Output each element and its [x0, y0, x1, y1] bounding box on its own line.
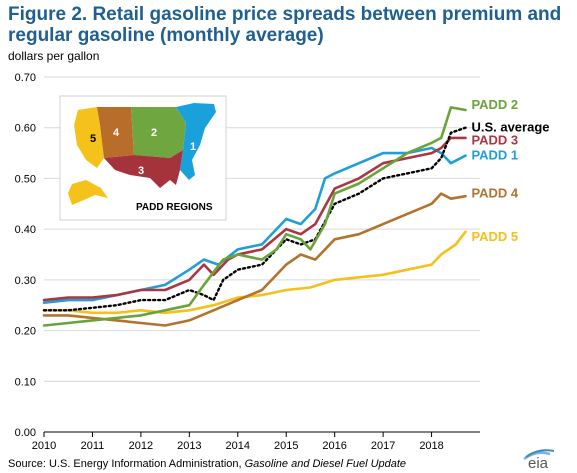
eia-logo-swoosh-icon [523, 451, 551, 461]
alaska-region [68, 180, 108, 205]
padd1-region [176, 103, 216, 180]
series-label-padd-3: PADD 3 [471, 132, 518, 147]
series-label-padd-4: PADD 4 [471, 186, 518, 201]
padd-map-inset: 5 4 2 3 1 PADD REGIONS [59, 95, 227, 221]
series-line-padd-2 [42, 106, 467, 327]
padd5-region [74, 107, 104, 168]
y-tick-label: 0.20 [15, 326, 36, 338]
map-label-1: 1 [190, 141, 196, 153]
x-tick-label: 2018 [419, 440, 443, 452]
y-tick-label: 0.00 [15, 427, 36, 439]
y-tick-label: 0.30 [15, 275, 36, 287]
chart-title: Figure 2. Retail gasoline price spreads … [8, 4, 562, 46]
x-tick-label: 2017 [371, 440, 395, 452]
x-tick-label: 2014 [226, 440, 250, 452]
series-label-u-s-average: U.S. average [471, 120, 549, 135]
map-title: PADD REGIONS [136, 202, 213, 213]
series-label-padd-5: PADD 5 [471, 229, 518, 244]
x-tick-label: 2011 [81, 440, 105, 452]
x-tick-label: 2010 [32, 440, 56, 452]
eia-logo-text: eia [528, 455, 549, 470]
series-line-padd-4 [42, 192, 467, 327]
series-line-padd-3 [42, 136, 467, 302]
source-publication: Gasoline and Diesel Fuel Update [244, 458, 407, 470]
padd2-region [131, 107, 186, 158]
series-line-u-s-average [42, 126, 467, 312]
x-tick-label: 2013 [177, 440, 201, 452]
series-label-padd-2: PADD 2 [471, 97, 518, 112]
series-line-padd-5 [42, 230, 467, 315]
map-label-4: 4 [113, 127, 120, 139]
y-tick-label: 0.70 [15, 72, 36, 84]
source-prefix: Source: U.S. Energy Information Administ… [8, 458, 245, 470]
y-axis-unit-label: dollars per gallon [8, 49, 100, 63]
source-note: Source: U.S. Energy Information Administ… [8, 458, 406, 470]
padd3-region [104, 150, 183, 188]
y-tick-label: 0.40 [15, 224, 36, 236]
x-tick-label: 2015 [274, 440, 298, 452]
series-label-padd-1: PADD 1 [471, 148, 518, 163]
y-tick-label: 0.10 [15, 376, 36, 388]
x-tick-label: 2016 [322, 440, 346, 452]
map-label-2: 2 [151, 127, 157, 139]
padd4-region [97, 107, 134, 158]
x-tick-label: 2012 [129, 440, 153, 452]
y-tick-label: 0.50 [15, 173, 36, 185]
eia-logo: eia [523, 449, 555, 470]
y-tick-label: 0.60 [15, 123, 36, 135]
eia-logo-swoosh2-icon [525, 449, 555, 458]
map-label-5: 5 [90, 133, 96, 145]
map-label-3: 3 [138, 165, 144, 177]
